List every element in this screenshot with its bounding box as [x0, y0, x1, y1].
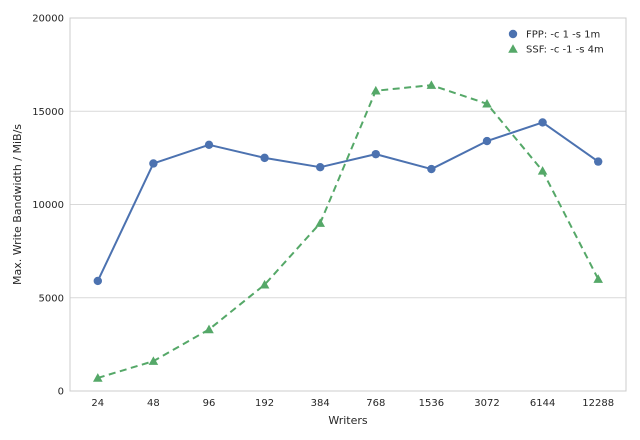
series-1-point: [594, 157, 603, 166]
x-tick-label: 192: [255, 398, 274, 409]
legend-marker: [508, 29, 518, 39]
x-tick-label: 3072: [474, 398, 499, 409]
series-1-point: [427, 164, 436, 174]
series-layer: [93, 80, 603, 382]
series-1-point: [371, 149, 380, 159]
series-1-point: [538, 118, 547, 127]
legend-label: SSF: -c -1 -s 4m: [526, 45, 604, 56]
x-tick-label: 6144: [530, 398, 555, 409]
series-1-point: [316, 163, 325, 172]
series-2-group: [93, 80, 603, 382]
y-axis-label: Max. Write Bandwidth / MiB/s: [11, 124, 24, 285]
legend-label: FPP: -c 1 -s 1m: [526, 30, 600, 41]
series-2-point: [371, 85, 381, 95]
y-tick-label: 20000: [32, 14, 64, 25]
series-2-line: [97, 84, 600, 379]
series-2-point: [259, 279, 270, 289]
y-tick-labels: 0 5000 10000 15000 20000: [32, 14, 64, 398]
series-2-point: [537, 166, 548, 175]
series-2-point: [482, 98, 492, 108]
y-tick-label: 15000: [32, 107, 64, 118]
series-2-point: [426, 80, 437, 89]
x-tick-label: 24: [91, 398, 104, 409]
series-1-line: [96, 121, 599, 282]
x-tick-label: 96: [203, 398, 216, 409]
plot-frame: [69, 17, 627, 392]
x-tick-label: 48: [147, 398, 160, 409]
series-1-point: [260, 153, 269, 163]
legend-item-2: SSF: -c -1 -s 4m: [508, 44, 604, 56]
x-tick-labels: 24 48 96 192 384 768 1536 3072 6144 12288: [91, 398, 614, 409]
x-tick-label: 384: [311, 398, 330, 409]
y-tick-label: 5000: [39, 293, 64, 304]
series-1-point: [482, 136, 492, 146]
series-2-point: [593, 274, 603, 283]
grid-lines: [70, 17, 626, 392]
x-axis-label: Writers: [328, 414, 368, 427]
x-tick-label: 12288: [582, 398, 614, 409]
series-2-point: [148, 356, 159, 365]
y-tick-label: 10000: [32, 200, 64, 211]
x-tick-label: 768: [366, 398, 385, 409]
series-1-point: [93, 276, 103, 286]
y-tick-label: 0: [58, 387, 64, 398]
series-2-point: [93, 373, 103, 382]
series-1-group: [93, 118, 603, 286]
legend: FPP: -c 1 -s 1m SSF: -c -1 -s 4m: [508, 30, 604, 56]
series-1-point: [204, 140, 214, 150]
x-tick-label: 1536: [419, 398, 444, 409]
series-1-point: [149, 159, 158, 168]
series-2-point: [204, 324, 214, 334]
legend-item-1: FPP: -c 1 -s 1m: [508, 29, 600, 41]
series-2-point: [315, 218, 325, 227]
legend-marker: [508, 44, 518, 53]
